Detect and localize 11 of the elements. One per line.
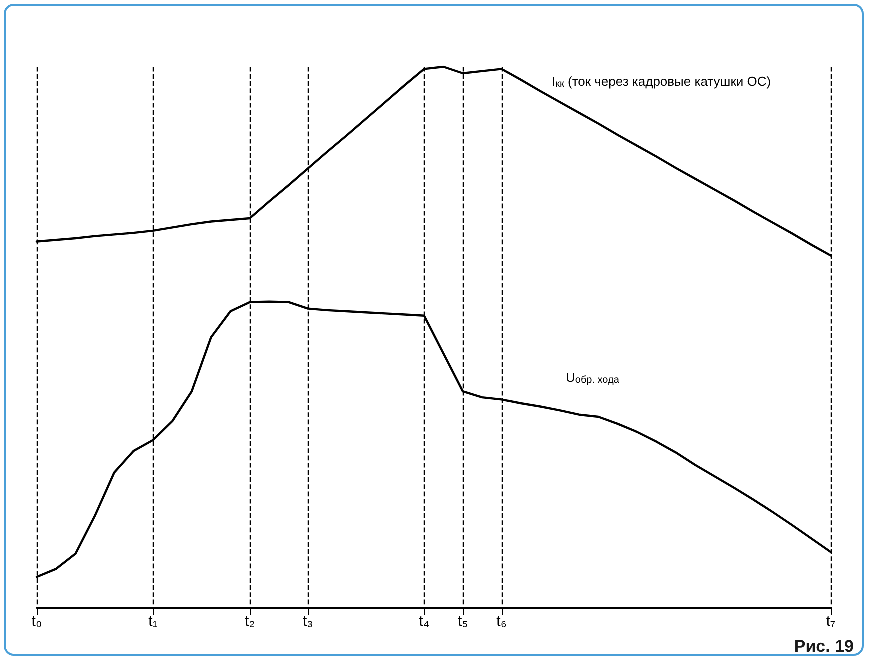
x-tick-label: t₃: [302, 613, 314, 630]
x-tick-label: t₆: [496, 613, 507, 630]
x-tick-label: t₄: [419, 613, 430, 630]
x-tick-label: t₁: [148, 613, 158, 630]
annotation: I$_{кк}$ (ток через кадровые катушки ОС): [552, 73, 772, 92]
x-tick-label: t₂: [245, 613, 256, 630]
annotation: U$_{обр. хода}$: [566, 369, 620, 388]
x-tick-label: t₇: [826, 613, 836, 630]
x-tick-label: t₅: [458, 613, 468, 630]
text: Рис. 19: [794, 637, 854, 656]
x-tick-label: t₀: [32, 613, 42, 630]
